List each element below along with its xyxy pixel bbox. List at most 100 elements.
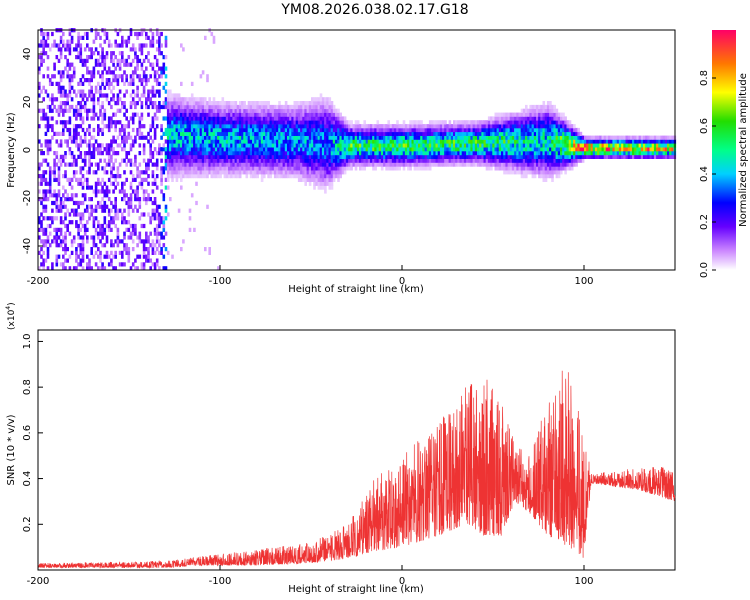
- spectrogram-cell: [64, 47, 67, 52]
- spectrogram-cell: [555, 108, 559, 113]
- spectrogram-cell: [477, 120, 480, 125]
- spectrogram-cell: [228, 120, 231, 125]
- spectrogram-cell: [97, 247, 100, 252]
- spectrogram-cell: [149, 101, 152, 106]
- spectrogram-cell: [90, 154, 93, 159]
- spectrogram-cell: [55, 97, 59, 102]
- spectrogram-cell: [363, 131, 366, 136]
- spectrogram-cell: [579, 154, 583, 159]
- spectrogram-cell: [300, 127, 303, 133]
- spectrogram-cell: [256, 174, 259, 179]
- spectrogram-cell: [492, 154, 495, 159]
- spectrogram-cell: [149, 147, 152, 152]
- spectrogram-cell: [409, 131, 412, 136]
- spectrogram-cell: [103, 193, 107, 198]
- spectrogram-cell: [503, 139, 506, 144]
- spectrogram-cell: [169, 166, 172, 171]
- spectrogram-cell: [188, 143, 192, 148]
- spectrogram-cell: [127, 247, 131, 252]
- spectrogram-cell: [514, 170, 517, 175]
- spectrogram-cell: [437, 139, 441, 144]
- spectrogram-cell: [376, 158, 380, 163]
- spectrogram-cell: [247, 143, 251, 148]
- spectrogram-cell: [88, 93, 91, 98]
- spectrogram-cell: [51, 170, 54, 175]
- spectrogram-cell: [127, 151, 131, 156]
- spectrogram-cell: [66, 58, 69, 63]
- spectrogram-cell: [627, 151, 631, 156]
- spectrogram-cell: [317, 174, 321, 179]
- spectrogram-cell: [99, 227, 102, 232]
- spectrogram-cell: [350, 127, 353, 133]
- spectrogram-cell: [424, 158, 428, 163]
- spectrogram-cell: [289, 170, 292, 175]
- spectrogram-cell: [306, 101, 310, 106]
- spectrogram-cell: [223, 104, 227, 110]
- spectrogram-cell: [337, 127, 340, 133]
- spectrogram-cell: [330, 127, 334, 133]
- spectrogram-cell: [308, 131, 312, 136]
- spectrogram-cell: [77, 231, 80, 236]
- spectrogram-cell: [260, 174, 264, 179]
- spectrogram-cell: [247, 124, 251, 129]
- spectrogram-cell: [505, 162, 508, 167]
- spectrogram-cell: [234, 154, 238, 159]
- spectrogram-cell: [326, 131, 329, 136]
- spectrogram-cell: [197, 166, 200, 171]
- spectrogram-cell: [153, 262, 157, 267]
- spectrogram-cell: [328, 127, 332, 133]
- spectrogram-cell: [553, 104, 556, 110]
- spectrogram-cell: [433, 151, 436, 156]
- spectrogram-cell: [107, 158, 111, 163]
- spectrogram-cell: [531, 158, 535, 163]
- spectrogram-cell: [173, 112, 176, 117]
- spectrogram-cell: [64, 189, 67, 194]
- spectrogram-cell: [494, 120, 498, 125]
- spectrogram-cell: [112, 74, 115, 79]
- spectrogram-cell: [324, 189, 327, 194]
- spectrogram-cell: [317, 116, 321, 121]
- spectrogram-cell: [326, 97, 329, 102]
- spectrogram-cell: [546, 101, 550, 106]
- spectrogram-cell: [149, 124, 152, 129]
- spectrogram-cell: [295, 116, 299, 121]
- spectrogram-cell: [269, 108, 273, 113]
- spectrogram-cell: [538, 116, 541, 121]
- spectrogram-cell: [533, 151, 537, 156]
- spectrogram-cell: [197, 112, 200, 117]
- spectrogram-cell: [145, 231, 148, 236]
- spectrogram-cell: [525, 147, 528, 152]
- spectrogram-cell: [48, 243, 52, 248]
- spectrogram-cell: [324, 170, 327, 175]
- spectrogram-cell: [276, 131, 279, 136]
- spectrogram-cell: [123, 243, 126, 248]
- spectrogram-cell: [116, 120, 120, 125]
- spectrogram-cell: [94, 250, 98, 255]
- spectrogram-cell: [114, 212, 117, 217]
- spectrogram-cell: [131, 231, 135, 236]
- spectrogram-cell: [75, 193, 78, 198]
- spectrogram-cell: [162, 131, 166, 136]
- spectrogram-cell: [496, 151, 500, 156]
- spectrogram-cell: [487, 127, 491, 133]
- spectrogram-cell: [269, 162, 273, 167]
- spectrogram-cell: [188, 166, 192, 171]
- spectrogram-cell: [474, 143, 478, 148]
- spectrogram-cell: [354, 135, 358, 140]
- spectrogram-cell: [335, 174, 338, 179]
- spectrogram-cell: [81, 120, 85, 125]
- spectrogram-cell: [107, 262, 111, 267]
- spectrogram-cell: [536, 166, 539, 171]
- spectrogram-cell: [48, 170, 52, 175]
- spectrogram-cell: [284, 147, 288, 152]
- spectrogram-cell: [313, 151, 316, 156]
- spectrogram-cell: [199, 147, 203, 152]
- spectrogram-cell: [581, 143, 585, 148]
- spectrogram-cell: [153, 208, 157, 213]
- spectrogram-cell: [166, 250, 170, 255]
- spectrogram-cell: [374, 162, 377, 167]
- spectrogram-cell: [234, 116, 238, 121]
- spectrogram-cell: [40, 200, 43, 206]
- spectrogram-cell: [418, 158, 421, 163]
- spectrogram-cell: [40, 143, 43, 148]
